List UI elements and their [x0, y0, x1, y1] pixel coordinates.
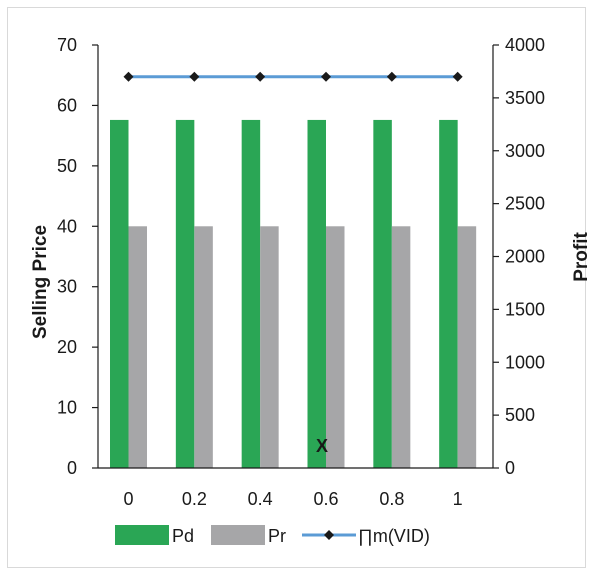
right-tick-label: 2000 [505, 247, 545, 267]
x-axis-ticks: 0 0.2 0.4 0.6 0.8 1 [123, 489, 462, 509]
x-tick-label: 1 [453, 489, 463, 509]
legend-label-pr: Pr [268, 526, 286, 546]
line-series [123, 71, 463, 82]
x-tick-label: 0.2 [182, 489, 207, 509]
bar-pr-0 [128, 226, 147, 468]
bar-pr-1 [194, 226, 213, 468]
x-annotation: X [316, 436, 328, 456]
x-tick-label: 0 [123, 489, 133, 509]
left-tick-label: 60 [57, 95, 77, 115]
legend-label-pd: Pd [172, 526, 194, 546]
right-axis-ticks: 0 500 1000 1500 2000 2500 3000 3500 4000 [493, 35, 545, 478]
bar-pd-4 [373, 119, 392, 468]
left-tick-label: 40 [57, 216, 77, 236]
right-tick-label: 2500 [505, 194, 545, 214]
left-tick-label: 0 [67, 458, 77, 478]
legend: Pd Pr ∏m(VID) [115, 525, 430, 546]
chart-area [7, 7, 586, 568]
right-tick-label: 500 [505, 405, 535, 425]
left-tick-label: 10 [57, 398, 77, 418]
legend-swatch-pr [211, 525, 265, 545]
y-axis-label-right: Profit [571, 232, 592, 282]
bar-pr-5 [457, 226, 477, 468]
bar-pd-3 [307, 119, 326, 468]
legend-marker-pim [324, 530, 334, 540]
bar-pr-2 [260, 226, 279, 468]
bar-pr-3 [326, 226, 345, 468]
line-marker-4 [386, 71, 397, 82]
left-tick-label: 20 [57, 337, 77, 357]
y-axis-label-left: Selling Price [30, 225, 51, 339]
left-tick-label: 50 [57, 156, 77, 176]
line-marker-0 [123, 71, 134, 82]
bar-pd-5 [439, 119, 458, 468]
left-axis-ticks: 0 10 20 30 40 50 60 70 [57, 35, 98, 478]
bar-series [110, 119, 477, 468]
x-tick-label: 0.6 [313, 489, 338, 509]
legend-swatch-pd [115, 525, 169, 545]
legend-label-pim: ∏m(VID) [358, 526, 430, 546]
right-tick-label: 1500 [505, 299, 545, 319]
bar-pd-1 [175, 119, 195, 468]
bar-pd-0 [110, 119, 129, 468]
bar-pd-2 [241, 119, 261, 468]
bar-pr-4 [391, 226, 411, 468]
line-marker-2 [255, 71, 266, 82]
right-tick-label: 0 [505, 458, 515, 478]
left-tick-label: 70 [57, 35, 77, 55]
right-tick-label: 1000 [505, 352, 545, 372]
line-marker-1 [189, 71, 200, 82]
x-tick-label: 0.8 [379, 489, 404, 509]
right-tick-label: 4000 [505, 35, 545, 55]
left-tick-label: 30 [57, 277, 77, 297]
x-tick-label: 0.4 [248, 489, 273, 509]
right-tick-label: 3000 [505, 141, 545, 161]
line-marker-3 [321, 71, 331, 82]
axes [97, 45, 494, 469]
right-tick-label: 3500 [505, 88, 545, 108]
line-marker-5 [452, 71, 463, 82]
